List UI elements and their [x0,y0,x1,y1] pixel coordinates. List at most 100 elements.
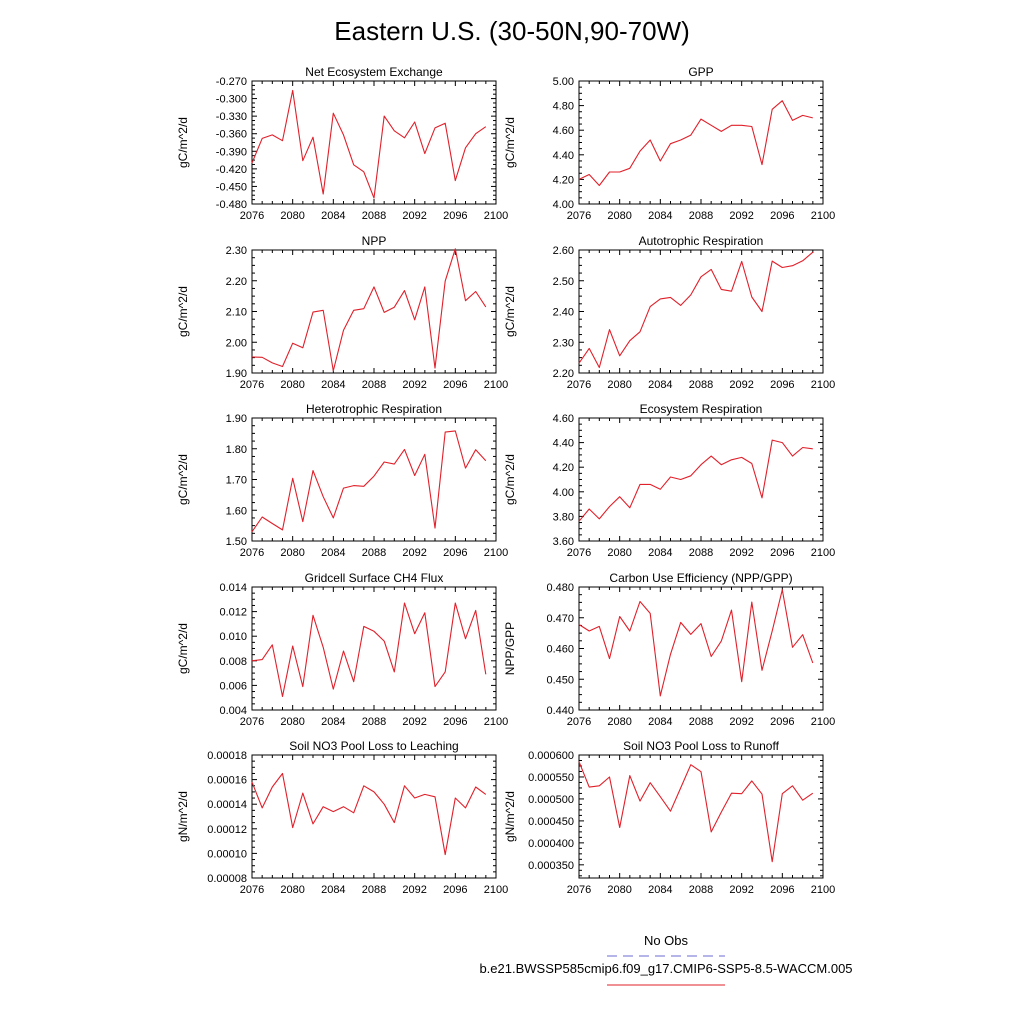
y-tick-label: 0.010 [219,631,247,643]
y-tick-label: 0.450 [546,674,574,686]
x-tick-label: 2088 [689,547,713,559]
y-tick-label: 5.00 [553,76,574,88]
y-tick-label: 1.90 [226,368,247,380]
x-tick-label: 2084 [648,210,672,222]
x-tick-label: 2076 [240,884,264,896]
x-tick-label: 2092 [729,884,753,896]
y-tick-label: 0.00018 [207,750,247,762]
y-tick-label: 4.00 [553,199,574,211]
x-tick-label: 2092 [729,210,753,222]
x-tick-label: 2076 [240,379,264,391]
panel-title: Heterotrophic Respiration [306,402,442,416]
y-tick-label: 2.30 [553,337,574,349]
y-tick-label: 4.60 [553,413,574,425]
x-tick-label: 2076 [240,547,264,559]
x-tick-label: 2100 [484,379,508,391]
y-tick-label: -0.480 [216,199,247,211]
plot-frame [578,586,824,711]
chart-panel: Gridcell Surface CH4 Flux 2076 2080 2084 208… [176,571,508,728]
y-tick-label: -0.390 [216,146,247,158]
y-tick-label: -0.450 [216,181,247,193]
panel-title: Ecosystem Respiration [640,402,763,416]
x-tick-label: 2096 [443,547,467,559]
y-axis-label: gC/m^2/d [503,454,517,505]
y-tick-label: 0.000550 [528,772,574,784]
x-tick-label: 2080 [280,884,304,896]
series-line [578,251,814,369]
y-tick-label: -0.360 [216,129,247,141]
panel-grid: Net Ecosystem Exchange 2076 2080 2084 2088 20… [176,65,835,896]
x-tick-label: 2096 [443,379,467,391]
plot-frame [578,417,824,542]
y-tick-label: 4.60 [553,125,574,137]
y-tick-label: 0.000350 [528,860,574,872]
x-tick-label: 2076 [567,210,591,222]
chart-panel: GPP 2076 2080 2084 2088 2092 2096 2100 4.00 4.20 4… [503,65,835,222]
y-tick-label: 4.40 [553,438,574,450]
y-tick-label: 1.90 [226,413,247,425]
x-tick-label: 2076 [567,379,591,391]
x-tick-label: 2088 [362,884,386,896]
y-tick-label: 1.70 [226,475,247,487]
y-axis-label: gC/m^2/d [503,286,517,337]
y-tick-label: 2.00 [226,337,247,349]
y-tick-label: 4.80 [553,101,574,113]
series-line [578,589,814,697]
chart-panel: NPP 2076 2080 2084 2088 2092 2096 2100 1.90 2.00 2… [176,234,508,391]
y-tick-label: 2.20 [226,276,247,288]
series-line [251,248,487,372]
y-tick-label: -0.300 [216,94,247,106]
x-tick-label: 2100 [811,210,835,222]
chart-panel: Net Ecosystem Exchange 2076 2080 2084 2088 20… [176,65,508,222]
y-tick-label: 0.00014 [207,799,247,811]
y-tick-label: 0.00008 [207,873,247,885]
x-tick-label: 2100 [484,884,508,896]
panel-title: Carbon Use Efficiency (NPP/GPP) [609,571,792,585]
y-tick-label: 2.10 [226,307,247,319]
chart-panel: Soil NO3 Pool Loss to Leaching 2076 2080 20… [176,739,508,896]
panel-title: Autotrophic Respiration [639,234,764,248]
y-tick-label: 2.30 [226,245,247,257]
panel-title: GPP [688,65,713,79]
plot-frame [251,586,497,711]
chart-panel: Soil NO3 Pool Loss to Runoff 2076 2080 2084… [503,739,835,896]
panel-title: Soil NO3 Pool Loss to Runoff [623,739,780,753]
series-line [578,761,814,863]
y-tick-label: 0.000400 [528,838,574,850]
y-tick-label: -0.330 [216,111,247,123]
x-tick-label: 2092 [729,379,753,391]
y-tick-label: 0.480 [546,582,574,594]
y-tick-label: 2.40 [553,307,574,319]
x-tick-label: 2080 [280,716,304,728]
panel-title: Gridcell Surface CH4 Flux [305,571,444,585]
x-tick-label: 2084 [321,547,345,559]
y-tick-label: 4.00 [553,487,574,499]
y-tick-label: 1.60 [226,505,247,517]
panel-title: NPP [362,234,387,248]
x-tick-label: 2080 [280,547,304,559]
series-line [251,772,487,856]
y-tick-label: 3.80 [553,511,574,523]
plot-frame [251,417,497,542]
chart-panel: Carbon Use Efficiency (NPP/GPP) 2076 2080 2… [503,571,835,728]
y-tick-label: 4.20 [553,462,574,474]
panel-title: Net Ecosystem Exchange [305,65,443,79]
y-tick-label: -0.420 [216,164,247,176]
y-tick-label: 0.014 [219,582,247,594]
y-tick-label: 0.008 [219,656,247,668]
series-line [251,430,487,533]
y-tick-label: 0.470 [546,613,574,625]
y-tick-label: -0.270 [216,76,247,88]
x-tick-label: 2092 [402,210,426,222]
x-tick-label: 2080 [607,379,631,391]
plot-frame [578,80,824,205]
x-tick-label: 2080 [280,210,304,222]
x-tick-label: 2080 [607,547,631,559]
x-tick-label: 2096 [443,716,467,728]
x-tick-label: 2076 [240,210,264,222]
chart-panel: Autotrophic Respiration 2076 2080 2084 2088 2… [503,234,835,391]
y-axis-label: gC/m^2/d [176,117,190,168]
x-tick-label: 2100 [484,547,508,559]
x-tick-label: 2088 [689,379,713,391]
